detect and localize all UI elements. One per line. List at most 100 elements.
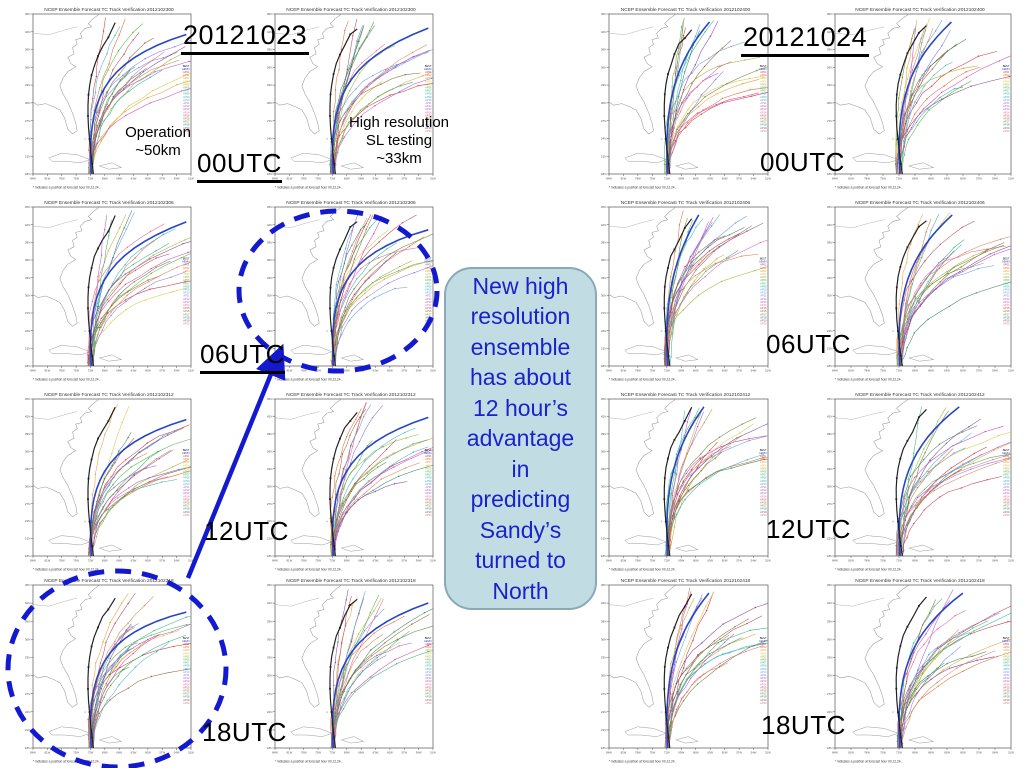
forecast-map-panel-2012102318: NCEP Ensemble Forecast TC Track Verifica… — [20, 575, 198, 765]
svg-text:75W: 75W — [880, 750, 886, 754]
forecast-map-panel-2012102306: NCEP Ensemble Forecast TC Track Verifica… — [262, 197, 440, 383]
svg-text:AP08: AP08 — [183, 92, 190, 96]
svg-text:33N: 33N — [267, 656, 273, 660]
svg-text:AP19: AP19 — [760, 318, 767, 322]
svg-text:18N: 18N — [601, 172, 607, 176]
svg-text:AP16: AP16 — [1003, 117, 1010, 121]
svg-text:NCEP Ensemble Forecast TC Trac: NCEP Ensemble Forecast TC Track Verifica… — [286, 392, 416, 398]
svg-text:24N: 24N — [267, 710, 273, 714]
svg-text:84W: 84W — [832, 750, 838, 754]
svg-text:54W: 54W — [992, 176, 998, 180]
svg-text:AP16: AP16 — [760, 688, 767, 692]
svg-text:27N: 27N — [827, 692, 833, 696]
svg-text:39N: 39N — [267, 240, 273, 244]
svg-text:69W: 69W — [912, 750, 918, 754]
svg-text:AP19: AP19 — [1003, 318, 1010, 322]
svg-text:36N: 36N — [267, 637, 273, 641]
svg-text:39N: 39N — [267, 432, 273, 436]
svg-text:AP15: AP15 — [1003, 497, 1010, 501]
svg-text:51W: 51W — [430, 558, 436, 562]
svg-text:18N: 18N — [601, 554, 607, 558]
svg-text:51W: 51W — [1008, 176, 1014, 180]
svg-text:21N: 21N — [267, 728, 273, 732]
svg-text:AP03: AP03 — [425, 460, 432, 464]
callout-line: turned to — [475, 547, 566, 574]
svg-text:AP12: AP12 — [183, 104, 190, 108]
svg-text:AP20: AP20 — [1003, 129, 1010, 133]
svg-text:AP06: AP06 — [1003, 470, 1010, 474]
svg-text:60W: 60W — [722, 176, 728, 180]
svg-text:AP08: AP08 — [760, 476, 767, 480]
svg-text:AP07: AP07 — [425, 89, 432, 93]
svg-text:AP20: AP20 — [183, 513, 190, 517]
high-resolution-note-line: SL testing — [365, 132, 433, 149]
svg-text:AP15: AP15 — [425, 685, 432, 689]
svg-text:AP01: AP01 — [1003, 642, 1010, 646]
svg-text:39N: 39N — [25, 48, 31, 52]
svg-text:AP11: AP11 — [760, 101, 767, 105]
svg-text:84W: 84W — [832, 176, 838, 180]
svg-text:63W: 63W — [373, 750, 379, 754]
svg-text:AP20: AP20 — [425, 129, 432, 133]
svg-text:AP10: AP10 — [1003, 291, 1010, 295]
svg-text:AP08: AP08 — [183, 284, 190, 288]
svg-text:84W: 84W — [606, 176, 612, 180]
svg-text:78W: 78W — [635, 558, 641, 562]
svg-text:78W: 78W — [59, 176, 65, 180]
svg-text:21N: 21N — [25, 346, 31, 350]
svg-text:24N: 24N — [827, 329, 833, 333]
svg-text:72W: 72W — [330, 558, 336, 562]
svg-text:AP07: AP07 — [1003, 89, 1010, 93]
svg-text:39N: 39N — [827, 619, 833, 623]
svg-text:18N: 18N — [267, 746, 273, 750]
svg-text:39N: 39N — [25, 432, 31, 436]
svg-text:AP15: AP15 — [1003, 113, 1010, 117]
svg-text:AP15: AP15 — [760, 497, 767, 501]
svg-text:78W: 78W — [635, 368, 641, 372]
svg-text:63W: 63W — [373, 368, 379, 372]
svg-text:39N: 39N — [827, 240, 833, 244]
svg-text:AP07: AP07 — [1003, 473, 1010, 477]
svg-text:AP17: AP17 — [425, 120, 432, 124]
svg-text:AP04: AP04 — [760, 651, 767, 655]
svg-text:AP14: AP14 — [425, 494, 432, 498]
svg-text:AP06: AP06 — [1003, 278, 1010, 282]
svg-text:AP13: AP13 — [1003, 300, 1010, 304]
svg-text:AP01: AP01 — [1003, 263, 1010, 267]
svg-text:72W: 72W — [664, 176, 670, 180]
svg-text:AP04: AP04 — [183, 272, 190, 276]
svg-text:BEST: BEST — [1003, 64, 1010, 68]
forecast-map-panel-2012102418: NCEP Ensemble Forecast TC Track Verifica… — [822, 575, 1018, 765]
svg-text:54W: 54W — [174, 750, 180, 754]
svg-text:AP07: AP07 — [760, 661, 767, 665]
svg-text:AP10: AP10 — [760, 482, 767, 486]
svg-text:AP04: AP04 — [425, 463, 432, 467]
svg-text:81W: 81W — [848, 558, 854, 562]
svg-text:39N: 39N — [267, 48, 273, 52]
svg-text:NCEP Ensemble Forecast TC Trac: NCEP Ensemble Forecast TC Track Verifica… — [44, 200, 174, 206]
svg-text:AP01: AP01 — [1003, 70, 1010, 74]
svg-text:NCEP Ensemble Forecast TC Trac: NCEP Ensemble Forecast TC Track Verifica… — [286, 200, 416, 206]
svg-text:54W: 54W — [174, 558, 180, 562]
svg-text:AP12: AP12 — [425, 676, 432, 680]
svg-text:NCEP Ensemble Forecast TC Trac: NCEP Ensemble Forecast TC Track Verifica… — [286, 578, 416, 584]
svg-text:AP03: AP03 — [760, 269, 767, 273]
svg-text:BEST: BEST — [760, 448, 767, 452]
svg-text:AP08: AP08 — [425, 92, 432, 96]
svg-text:AP13: AP13 — [760, 107, 767, 111]
svg-text:AP17: AP17 — [1003, 504, 1010, 508]
svg-text:27N: 27N — [601, 692, 607, 696]
svg-text:33N: 33N — [827, 467, 833, 471]
svg-text:27N: 27N — [25, 692, 31, 696]
svg-text:AP03: AP03 — [183, 269, 190, 273]
svg-text:39N: 39N — [267, 619, 273, 623]
svg-text:AP18: AP18 — [1003, 315, 1010, 319]
svg-text:57W: 57W — [159, 750, 165, 754]
svg-text:AP20: AP20 — [183, 129, 190, 133]
svg-text:AP14: AP14 — [1003, 682, 1010, 686]
svg-text:AP09: AP09 — [183, 287, 190, 291]
svg-text:51W: 51W — [430, 368, 436, 372]
svg-text:AP11: AP11 — [760, 673, 767, 677]
svg-text:AP17: AP17 — [1003, 120, 1010, 124]
